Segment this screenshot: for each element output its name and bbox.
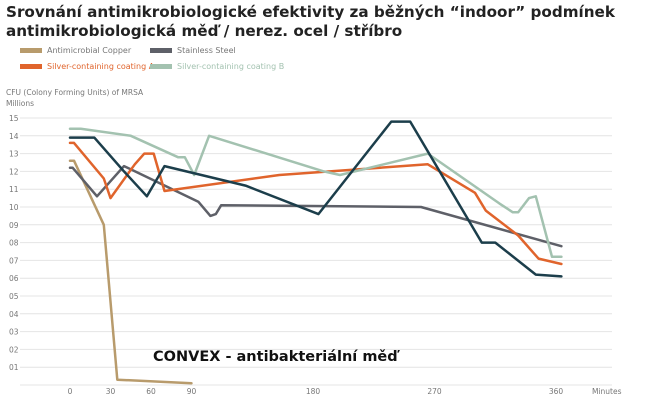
legend: Antimicrobial Copper Stainless Steel Silve… xyxy=(20,46,284,71)
chart-title: Srovnání antimikrobiologické efektivity … xyxy=(6,3,615,40)
grid: 01 02 03 04 05 06 07 08 09 10 11 12 13 14 15 xyxy=(9,114,612,386)
y-axis-label: CFU (Colony Forming Units) of MRSA xyxy=(6,88,144,97)
x-tick-label: 270 xyxy=(427,387,442,396)
y-tick-label: 08 xyxy=(9,239,19,248)
y-tick-label: 05 xyxy=(9,292,19,301)
legend-label: Stainless Steel xyxy=(177,46,236,55)
y-tick-label: 14 xyxy=(9,132,19,141)
legend-label: Antimicrobial Copper xyxy=(47,46,132,55)
legend-swatch xyxy=(150,48,172,53)
legend-label: Silver-containing coating B xyxy=(177,62,284,71)
y-tick-label: 01 xyxy=(9,363,19,372)
axes: CFU (Colony Forming Units) of MRSA Milli… xyxy=(6,88,622,396)
y-axis-unit: Millions xyxy=(6,99,34,108)
series-line xyxy=(68,127,563,259)
x-tick-label: 360 xyxy=(549,387,564,396)
chart-annotation: CONVEX - antibakteriální měď xyxy=(153,349,398,365)
legend-swatch xyxy=(20,64,42,69)
y-tick-label: 07 xyxy=(9,256,19,265)
x-axis-label: Minutes xyxy=(592,387,622,396)
legend-label: Silver-containing coating A xyxy=(47,62,155,71)
legend-swatch xyxy=(150,64,172,69)
x-tick-label: 60 xyxy=(146,387,156,396)
y-tick-label: 09 xyxy=(9,221,19,230)
series-line xyxy=(68,159,193,385)
y-tick-label: 13 xyxy=(9,150,19,159)
x-tick-label: 30 xyxy=(106,387,116,396)
y-tick-label: 10 xyxy=(9,203,19,212)
y-tick-label: 12 xyxy=(9,167,19,176)
x-tick-label: 0 xyxy=(68,387,73,396)
y-tick-label: 06 xyxy=(9,274,19,283)
legend-swatch xyxy=(20,48,42,53)
series-lines xyxy=(68,120,563,385)
x-tick-label: 90 xyxy=(187,387,197,396)
y-tick-label: 02 xyxy=(9,345,19,354)
series-line xyxy=(68,141,563,266)
series-line xyxy=(68,164,563,248)
y-tick-label: 03 xyxy=(9,328,19,337)
x-tick-label: 180 xyxy=(306,387,321,396)
series-line xyxy=(68,120,563,278)
y-tick-label: 04 xyxy=(9,310,19,319)
y-tick-label: 15 xyxy=(9,114,19,123)
y-tick-label: 11 xyxy=(9,185,19,194)
